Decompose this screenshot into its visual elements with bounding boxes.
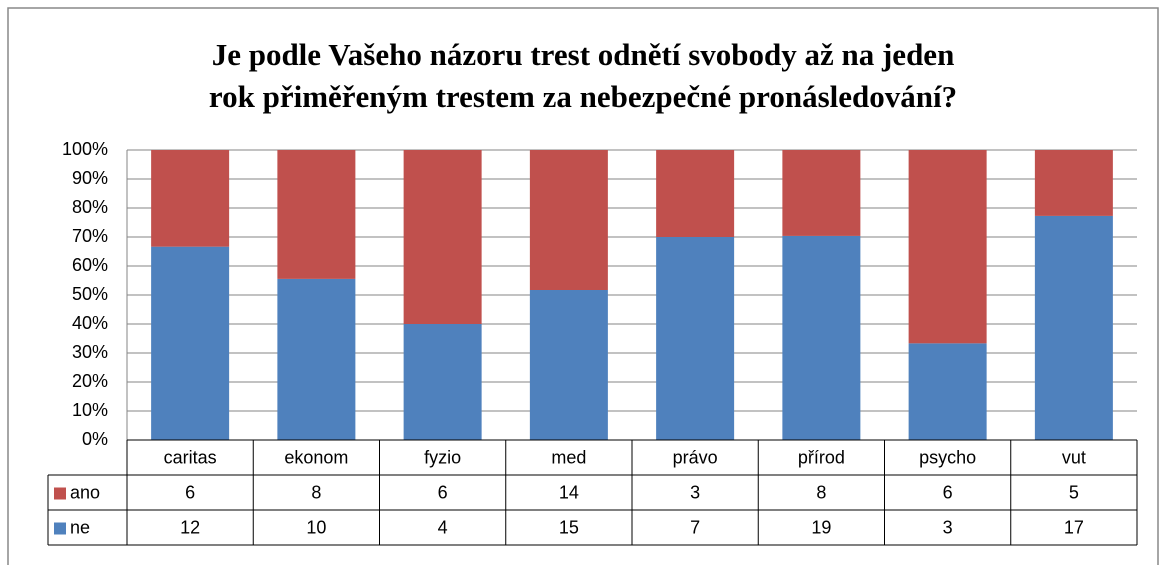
legend-label: ne — [70, 517, 90, 537]
table-value: 8 — [816, 482, 826, 502]
table-value: 3 — [943, 517, 953, 537]
table-value: 19 — [811, 517, 831, 537]
chart-frame — [7, 7, 1159, 565]
x-tick-label: fyzio — [424, 447, 461, 467]
y-tick-label: 20% — [72, 371, 108, 391]
legend-label: ano — [70, 482, 100, 502]
y-tick-label: 70% — [72, 226, 108, 246]
legend-swatch — [54, 522, 66, 535]
y-tick-label: 100% — [62, 139, 108, 159]
table-value: 3 — [690, 482, 700, 502]
bar — [151, 246, 230, 440]
x-tick-label: ekonom — [284, 447, 348, 467]
table-value: 14 — [559, 482, 579, 502]
x-tick-label: caritas — [164, 447, 217, 467]
chart-title: Je podle Vašeho názoru trest odnětí svob… — [212, 37, 955, 72]
x-tick-label: vut — [1062, 447, 1086, 467]
bar — [1034, 150, 1113, 216]
table-value: 10 — [306, 517, 326, 537]
bar — [529, 150, 608, 290]
bar — [277, 278, 356, 440]
x-tick-label: přírod — [798, 447, 845, 467]
bar — [656, 237, 735, 440]
table-value: 12 — [180, 517, 200, 537]
table-value: 4 — [438, 517, 448, 537]
y-tick-label: 10% — [72, 400, 108, 420]
y-tick-label: 40% — [72, 313, 108, 333]
bar — [782, 235, 861, 440]
bar — [908, 150, 987, 344]
bar — [908, 343, 987, 440]
bar — [403, 324, 482, 440]
table-value: 17 — [1064, 517, 1084, 537]
legend-swatch — [54, 487, 66, 500]
y-tick-label: 80% — [72, 197, 108, 217]
table-value: 6 — [438, 482, 448, 502]
bar — [151, 150, 230, 247]
bar — [277, 150, 356, 279]
bar — [782, 150, 861, 236]
table-value: 7 — [690, 517, 700, 537]
table-value: 15 — [559, 517, 579, 537]
table-value: 8 — [311, 482, 321, 502]
x-tick-label: psycho — [919, 447, 976, 467]
bar — [1034, 215, 1113, 440]
y-tick-label: 0% — [82, 429, 108, 449]
y-tick-label: 50% — [72, 284, 108, 304]
y-tick-label: 90% — [72, 168, 108, 188]
x-tick-label: med — [551, 447, 586, 467]
y-tick-label: 30% — [72, 342, 108, 362]
chart-title: rok přiměřeným trestem za nebezpečné pro… — [209, 79, 957, 114]
table-value: 6 — [185, 482, 195, 502]
x-tick-label: právo — [673, 447, 718, 467]
table-value: 5 — [1069, 482, 1079, 502]
bar — [403, 150, 482, 324]
bar — [529, 290, 608, 440]
bar — [656, 150, 735, 237]
table-value: 6 — [943, 482, 953, 502]
y-tick-label: 60% — [72, 255, 108, 275]
